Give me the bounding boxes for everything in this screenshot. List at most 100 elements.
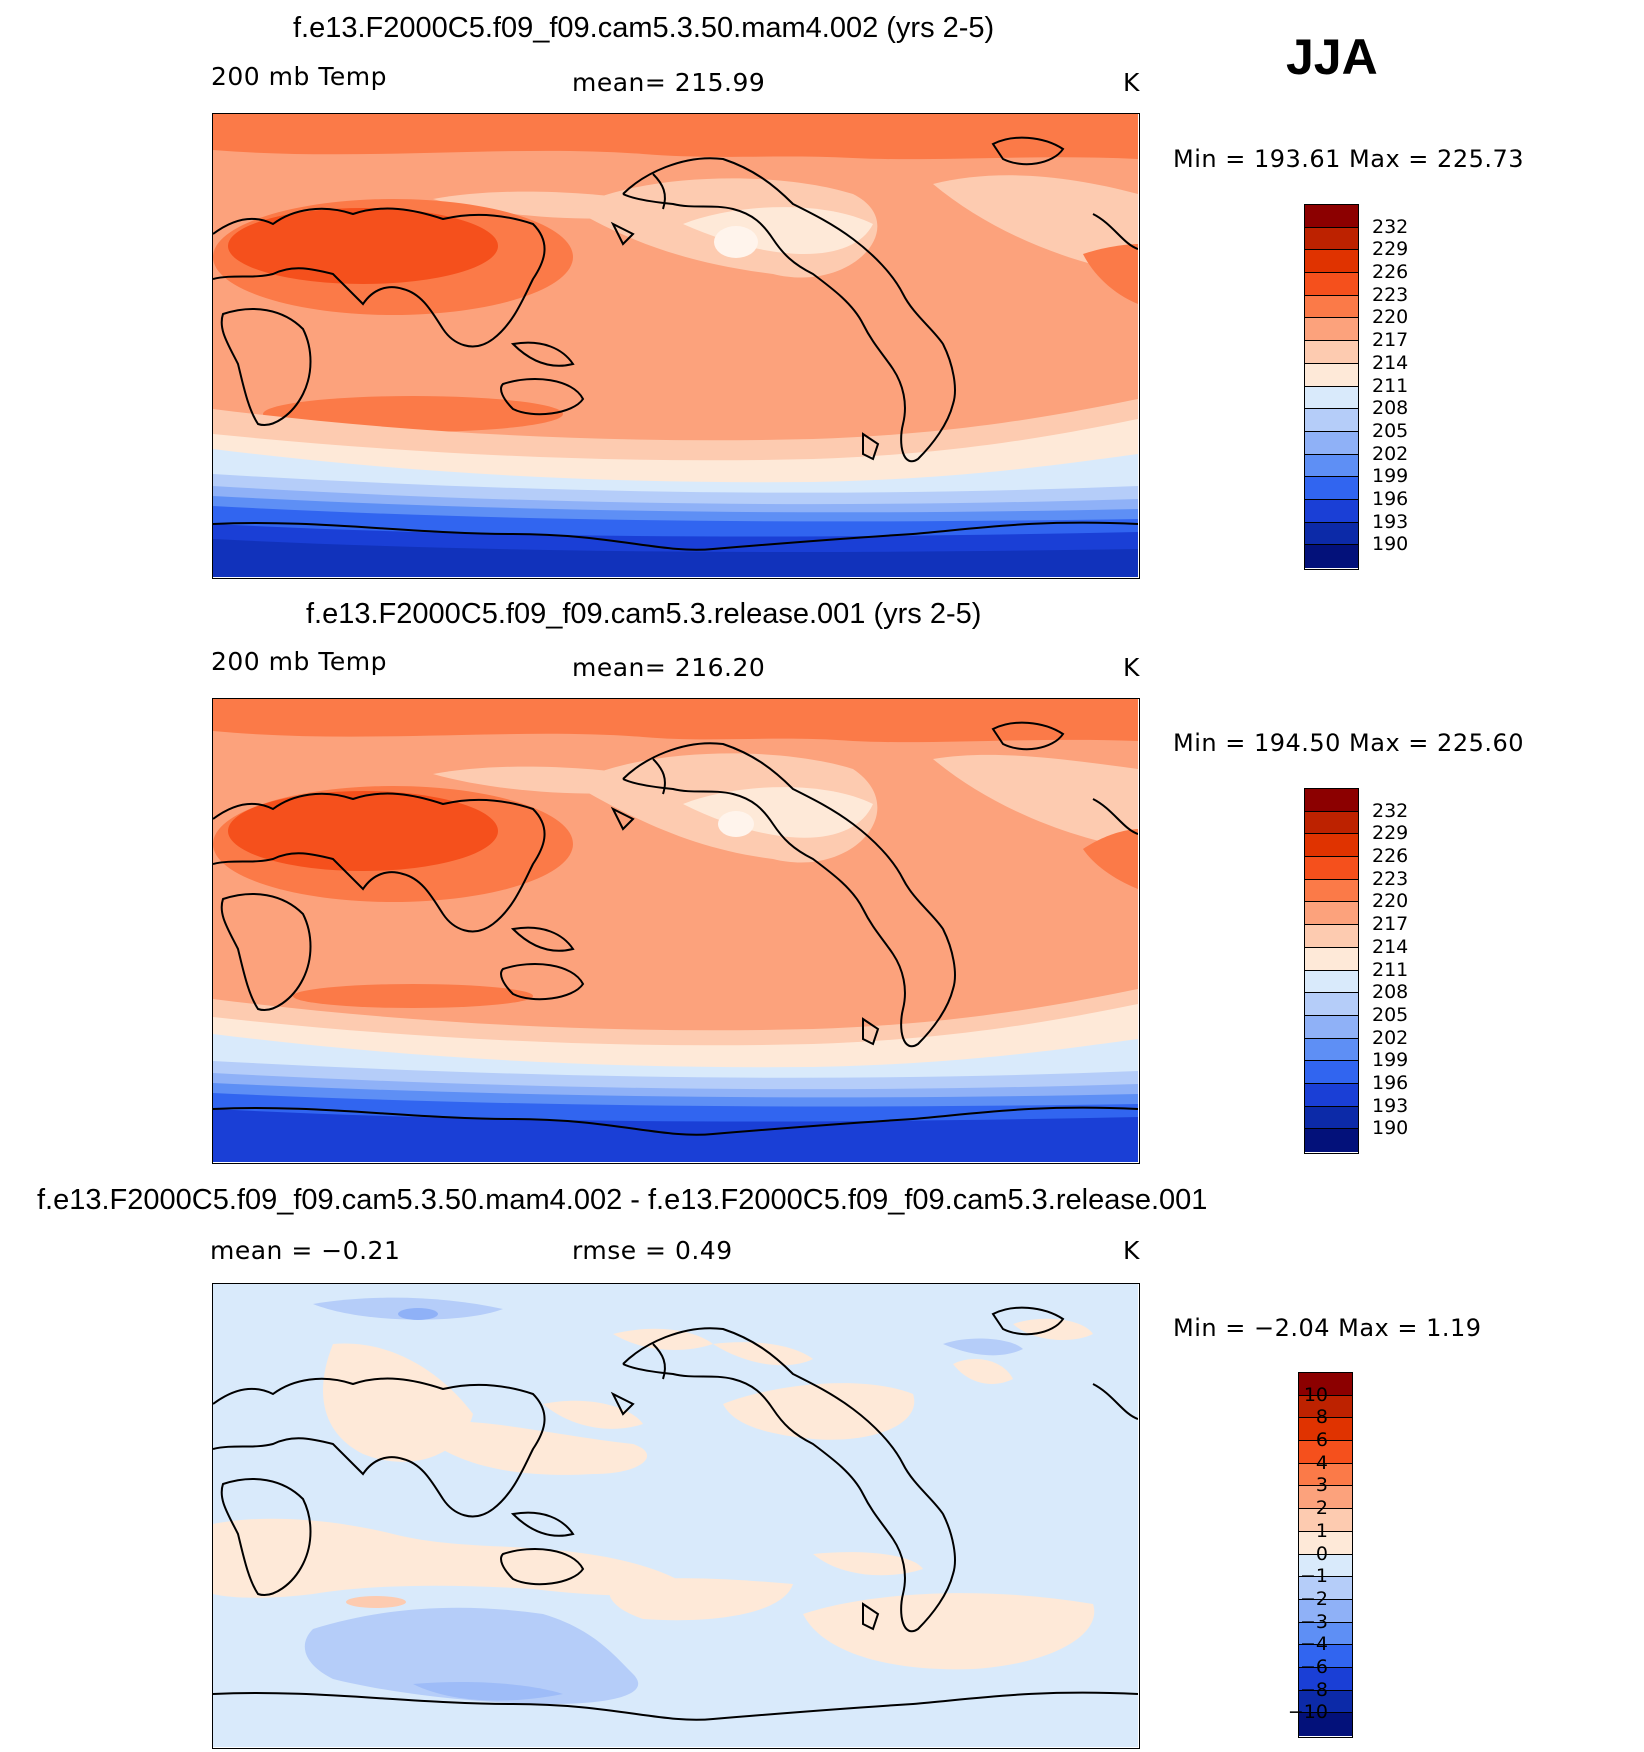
panel1-colorbar-tick-label: 229 <box>1372 238 1409 261</box>
panel3-minmax-label: Min = −2.04 Max = 1.19 <box>1173 1314 1482 1342</box>
panel2-colorbar-swatch <box>1305 811 1358 835</box>
panel2-colorbar-swatch <box>1305 1038 1358 1062</box>
panel1-contour-field <box>213 114 1138 577</box>
panel3-units-label: K <box>1123 1236 1140 1265</box>
panel1-colorbar-swatch <box>1305 363 1358 387</box>
panel3-colorbar-swatch <box>1299 1667 1352 1691</box>
panel2-colorbar-swatch <box>1305 947 1358 971</box>
season-label: JJA <box>1286 29 1378 85</box>
panel1-colorbar-tick-label: 232 <box>1372 215 1409 238</box>
panel3-map <box>212 1283 1140 1749</box>
panel1-colorbar-swatch <box>1305 205 1358 228</box>
band-226-asia <box>228 208 498 284</box>
panel1-colorbar-labels: 232 229 226 223 220 217 214 211 208 205 202 199 196 1… <box>1372 204 1452 570</box>
panel3-colorbar-swatch <box>1299 1554 1352 1578</box>
panel3-colorbar-swatch <box>1299 1486 1352 1510</box>
panel2-colorbar-tick-label: 205 <box>1372 1003 1409 1026</box>
panel3-colorbar <box>1298 1372 1353 1738</box>
panel3-colorbar-swatch <box>1299 1441 1352 1464</box>
band-arctic <box>213 114 1138 150</box>
panel2-colorbar-tick-label: 223 <box>1372 867 1409 890</box>
panel2-colorbar-tick-label: 214 <box>1372 935 1409 958</box>
panel1-colorbar-tick-label: 223 <box>1372 283 1409 306</box>
panel1-colorbar-swatch <box>1305 545 1358 568</box>
panel1-colorbar-tick-label: 205 <box>1372 419 1409 442</box>
panel2-colorbar-tick-label: 211 <box>1372 958 1409 981</box>
panel2-colorbar-swatch <box>1305 834 1358 858</box>
panel3-mean-label: mean = −0.21 <box>210 1236 401 1265</box>
panel2-colorbar-tick-label: 220 <box>1372 890 1409 913</box>
panel1-units-label: K <box>1123 68 1140 97</box>
coastlines <box>213 721 1138 1136</box>
panel2-units-label: K <box>1123 653 1140 682</box>
panel1-colorbar-tick-label: 196 <box>1372 487 1409 510</box>
panel2-contour-field <box>213 699 1138 1162</box>
panel2-map <box>212 698 1140 1164</box>
panel2-colorbar-swatch <box>1305 970 1358 994</box>
panel2-colorbar-tick-label: 202 <box>1372 1026 1409 1049</box>
panel1-colorbar-swatch <box>1305 386 1358 410</box>
panel3-colorbar-swatch <box>1299 1690 1352 1714</box>
panel3-colorbar-tick-label: 8 <box>1315 1406 1328 1429</box>
panel3-colorbar-swatch <box>1299 1577 1352 1600</box>
panel3-title: f.e13.F2000C5.f09_f09.cam5.3.50.mam4.002… <box>37 1184 1208 1216</box>
panel2-colorbar-tick-label: 199 <box>1372 1049 1409 1072</box>
panel2-colorbar <box>1304 788 1359 1154</box>
panel2-colorbar-swatch <box>1305 925 1358 948</box>
panel1-colorbar-tick-label: 220 <box>1372 306 1409 329</box>
panel2-colorbar-swatch <box>1305 1106 1358 1130</box>
panel3-colorbar-tick-label: −1 <box>1299 1565 1328 1588</box>
panel1-colorbar-tick-label: 226 <box>1372 261 1409 284</box>
panel1-minmax-label: Min = 193.61 Max = 225.73 <box>1173 145 1525 173</box>
panel3-rmse-label: rmse = 0.49 <box>572 1236 733 1265</box>
panel2-colorbar-swatch <box>1305 1015 1358 1039</box>
panel3-colorbar-tick-label: 4 <box>1315 1451 1328 1474</box>
panel2-title: f.e13.F2000C5.f09_f09.cam5.3.release.001… <box>306 598 982 630</box>
panel2-colorbar-swatch <box>1305 902 1358 926</box>
panel1-colorbar-tick-label: 217 <box>1372 329 1409 352</box>
panel2-colorbar-tick-label: 232 <box>1372 799 1409 822</box>
panel1-colorbar-swatch <box>1305 295 1358 319</box>
panel3-colorbar-swatch <box>1299 1509 1352 1532</box>
panel1-colorbar-tick-label: 190 <box>1372 533 1409 556</box>
panel3-colorbar-tick-label: −10 <box>1287 1701 1328 1724</box>
panel1-colorbar-swatch <box>1305 227 1358 251</box>
panel2-colorbar-tick-label: 193 <box>1372 1094 1409 1117</box>
panel1-colorbar-tick-label: 208 <box>1372 397 1409 420</box>
panel2-colorbar-labels: 232 229 226 223 220 217 214 211 208 205 202 199 196 1… <box>1372 788 1452 1154</box>
panel2-colorbar-swatch <box>1305 789 1358 812</box>
panel2-colorbar-tick-label: 229 <box>1372 822 1409 845</box>
panel3-colorbar-tick-label: 2 <box>1315 1497 1328 1520</box>
panel3-contour-field <box>213 1284 1138 1747</box>
band-211-pacific <box>683 207 873 254</box>
panel1-colorbar-swatch <box>1305 522 1358 546</box>
panel1-colorbar-tick-label: 211 <box>1372 374 1409 397</box>
panel3-colorbar-labels: 10 8 6 4 3 2 1 0 −1 −2 −3 −4 −6 −8 −10 <box>1288 1372 1446 1738</box>
panel1-title: f.e13.F2000C5.f09_f09.cam5.3.50.mam4.002… <box>293 12 995 44</box>
panel2-colorbar-swatch <box>1305 857 1358 880</box>
panel2-mean-label: mean= 216.20 <box>572 653 766 682</box>
panel3-colorbar-tick-label: −6 <box>1299 1655 1328 1678</box>
panel3-colorbar-swatch <box>1299 1395 1352 1419</box>
panel1-colorbar-swatch <box>1305 431 1358 455</box>
panel1-colorbar-swatch <box>1305 341 1358 364</box>
panel1-map <box>212 113 1140 579</box>
panel1-colorbar-swatch <box>1305 454 1358 478</box>
panel1-variable-label: 200 mb Temp <box>211 62 387 91</box>
panel3-colorbar-swatch <box>1299 1373 1352 1396</box>
panel3-colorbar-swatch <box>1299 1645 1352 1668</box>
panel3-colorbar-swatch <box>1299 1622 1352 1646</box>
coastlines <box>213 1306 1138 1721</box>
panel1-colorbar-swatch <box>1305 318 1358 342</box>
panel2-colorbar-swatch <box>1305 1129 1358 1152</box>
panel1-colorbar-tick-label: 199 <box>1372 465 1409 488</box>
panel3-colorbar-swatch <box>1299 1418 1352 1442</box>
panel1-colorbar <box>1304 204 1359 570</box>
panel3-colorbar-tick-label: −3 <box>1299 1610 1328 1633</box>
panel2-colorbar-tick-label: 226 <box>1372 845 1409 868</box>
panel3-colorbar-tick-label: 3 <box>1315 1474 1328 1497</box>
panel1-colorbar-swatch <box>1305 250 1358 274</box>
panel2-minmax-label: Min = 194.50 Max = 225.60 <box>1173 729 1525 757</box>
panel3-colorbar-tick-label: 10 <box>1303 1383 1328 1406</box>
panel2-colorbar-swatch <box>1305 993 1358 1016</box>
